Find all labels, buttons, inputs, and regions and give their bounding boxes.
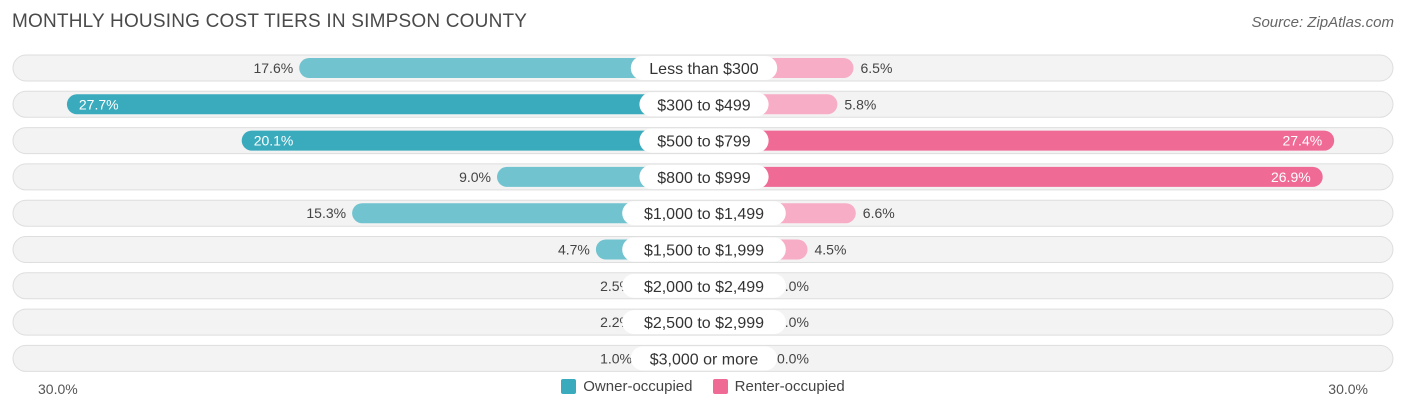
legend-item-renter[interactable]: Renter-occupied — [712, 378, 845, 395]
bar-owner[interactable] — [299, 58, 704, 78]
value-label-owner: 9.0% — [459, 169, 491, 185]
bar-row: 1.0% 0.0% $3,000 or more — [12, 344, 1394, 372]
value-label-owner: 20.1% — [254, 133, 294, 149]
bar-owner[interactable] — [241, 130, 704, 151]
bar-owner[interactable] — [352, 203, 704, 224]
chart-title: MONTHLY HOUSING COST TIERS IN SIMPSON CO… — [12, 11, 528, 32]
category-pill — [622, 310, 786, 335]
legend-item-owner[interactable]: Owner-occupied — [561, 378, 692, 395]
bar-owner[interactable] — [66, 94, 704, 115]
bar-renter[interactable] — [704, 166, 1323, 187]
category-pill — [639, 164, 769, 189]
category-label: $1,500 to $1,999 — [644, 243, 764, 260]
bar-renter[interactable] — [704, 130, 1335, 151]
axis-max-label: 30.0% — [1328, 381, 1368, 397]
category-label: $2,000 to $2,499 — [644, 279, 764, 296]
category-label: $2,500 to $2,999 — [644, 315, 764, 332]
value-label-owner: 17.6% — [253, 60, 293, 76]
legend-label-renter: Renter-occupied — [734, 378, 845, 395]
bar-row: 15.3% 6.6% $1,000 to $1,499 — [12, 199, 1394, 227]
value-label-renter: 27.4% — [1282, 133, 1322, 149]
value-label-renter: 0.0% — [777, 350, 809, 366]
value-label-renter: 5.8% — [844, 96, 876, 112]
category-pill — [622, 273, 786, 298]
legend-swatch-renter — [712, 379, 728, 394]
category-pill — [630, 56, 778, 80]
category-pill — [622, 237, 786, 262]
category-pill — [622, 201, 786, 226]
legend-label-owner: Owner-occupied — [583, 378, 693, 395]
bar-row: 9.0% 26.9% $800 to $999 — [12, 163, 1394, 191]
category-label: Less than $300 — [649, 61, 759, 78]
value-label-owner: 1.0% — [600, 350, 632, 366]
bar-row: 4.7% 4.5% $1,500 to $1,999 — [12, 236, 1394, 263]
value-label-owner: 15.3% — [306, 205, 346, 221]
value-label-renter: 4.5% — [815, 242, 847, 258]
legend: Owner-occupied Renter-occupied — [0, 378, 1406, 398]
category-label: $500 to $799 — [657, 134, 751, 151]
legend-swatch-owner — [561, 379, 577, 394]
bar-row: 2.2% 0.0%$2,500 to $2,999 — [12, 308, 1394, 336]
bar-row: 17.6% 6.5% Less than $300 — [12, 54, 1394, 82]
value-label-renter: 6.5% — [861, 60, 893, 76]
chart-source: Source: ZipAtlas.com — [1251, 14, 1394, 31]
value-label-owner: 27.7% — [79, 96, 119, 112]
value-label-renter: 26.9% — [1271, 169, 1311, 185]
bar-row: 27.7% 5.8% $300 to $499 — [12, 90, 1394, 118]
category-pill — [630, 346, 778, 371]
category-label: $300 to $499 — [657, 97, 751, 114]
category-label: $1,000 to $1,499 — [644, 206, 764, 223]
bar-row: 20.1% 27.4% $500 to $799 — [12, 127, 1394, 155]
value-label-owner: 4.7% — [558, 242, 590, 258]
category-label: $800 to $999 — [657, 170, 751, 187]
bar-row: 2.5% 0.0%$2,000 to $2,499 — [12, 272, 1394, 300]
value-label-renter: 6.6% — [863, 205, 895, 221]
category-pill — [639, 92, 769, 117]
axis-min-label: 30.0% — [38, 381, 78, 397]
category-label: $3,000 or more — [650, 351, 759, 368]
category-pill — [639, 128, 769, 153]
